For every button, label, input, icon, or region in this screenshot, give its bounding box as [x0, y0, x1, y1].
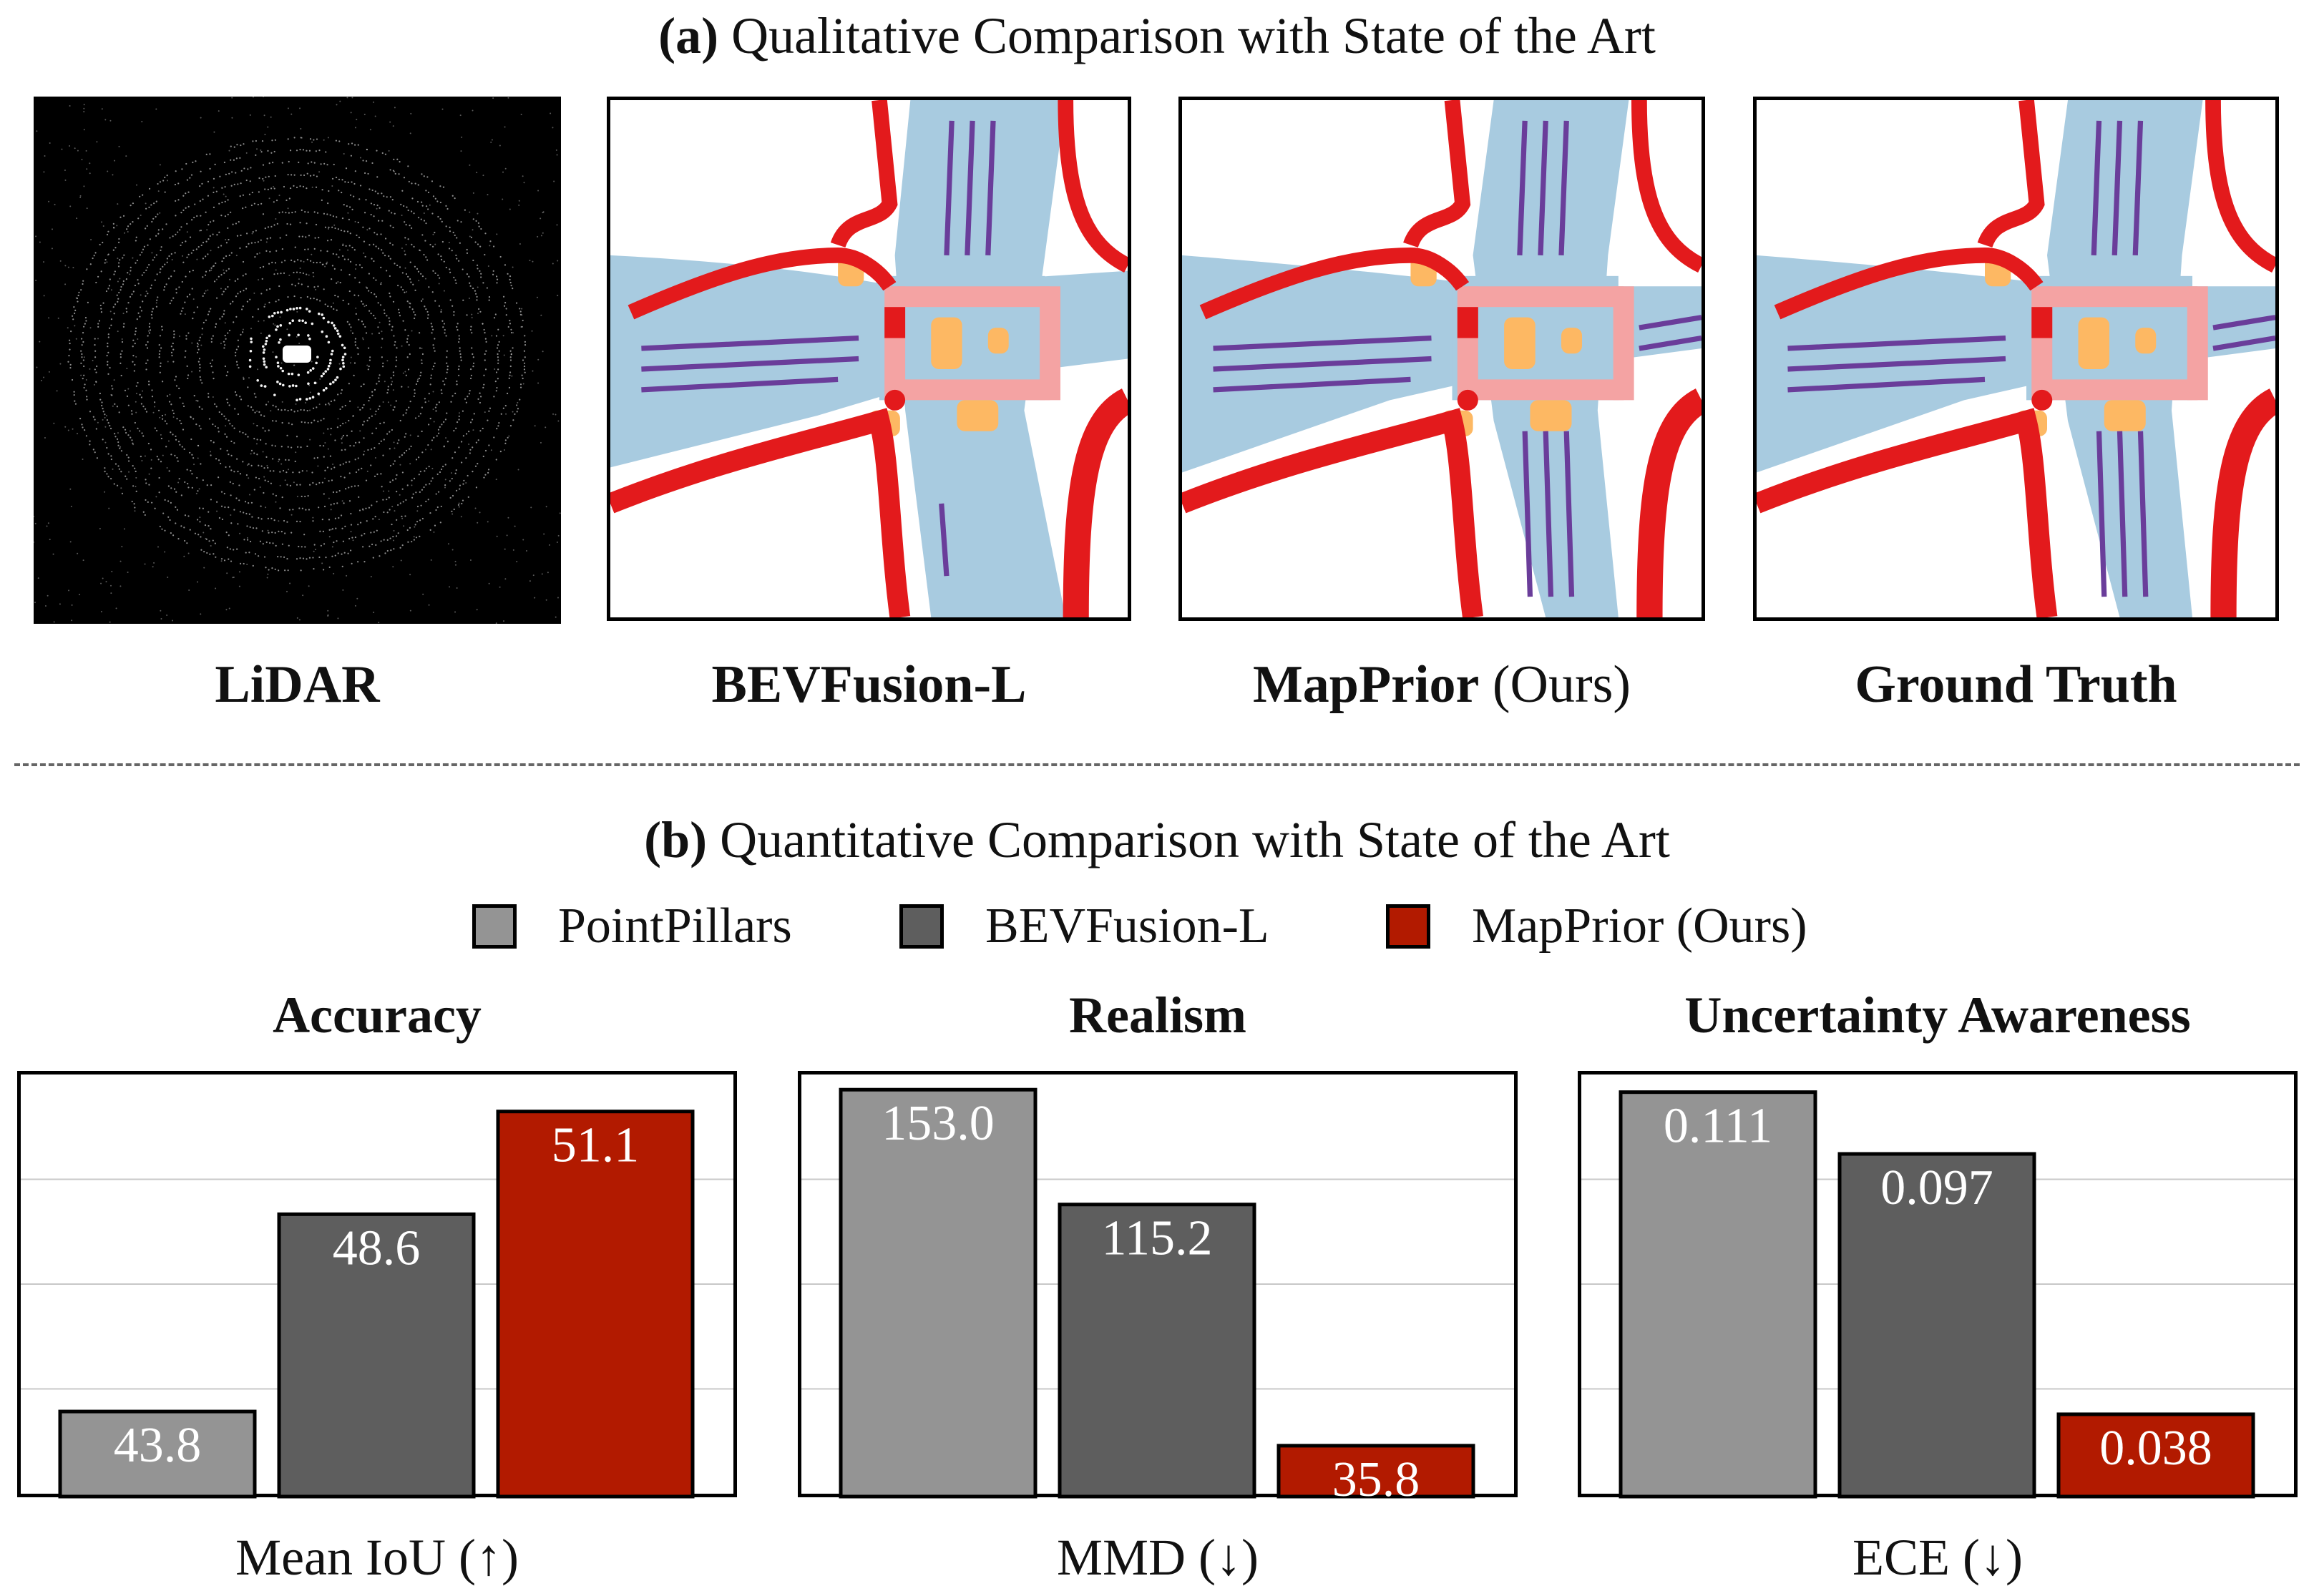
bar-pointpillars: [58, 1409, 257, 1499]
caption-ground-truth: Ground Truth: [1855, 655, 2177, 714]
bar-mapprior-ours: [1276, 1444, 1475, 1499]
bar-value-label: 51.1: [552, 1118, 640, 1173]
bar-value-label: 0.097: [1880, 1160, 1993, 1215]
mapprior-panel: [1178, 97, 1705, 621]
uncertainty-chart-svg: 0.111 0.097 0.038: [1581, 1090, 2294, 1499]
chart-title-accuracy: Accuracy: [273, 987, 482, 1044]
xlabel-realism: MMD (↓): [1057, 1529, 1259, 1586]
accuracy-chart: 43.8 48.6 51.1: [17, 1071, 737, 1499]
bar-value-label: 153.0: [882, 1096, 995, 1151]
ego-vehicle: [283, 346, 311, 363]
legend-item-mapprior: MapPrior (Ours): [1386, 898, 1807, 955]
section-divider: [14, 763, 2300, 766]
legend-swatch-pointpillars: [472, 904, 517, 949]
xlabel-uncertainty: ECE (↓): [1852, 1529, 2023, 1586]
legend-item-pointpillars: PointPillars: [472, 898, 792, 955]
caption-lidar: LiDAR: [215, 655, 380, 714]
section-a-text: Qualitative Comparison with State of the…: [731, 7, 1656, 64]
bar-value-label: 43.8: [114, 1418, 202, 1473]
bevfusion-map: [610, 100, 1128, 617]
legend-swatch-bevfusion: [899, 904, 944, 949]
bar-value-label: 115.2: [1102, 1211, 1213, 1266]
mapprior-map: [1182, 100, 1702, 617]
section-b-label: (b): [644, 811, 708, 868]
lidar-scan: [34, 97, 561, 624]
bar-value-label: 35.8: [1332, 1452, 1420, 1507]
realism-chart: 153.0 115.2 35.8: [798, 1071, 1518, 1507]
section-a-label: (a): [658, 7, 719, 64]
caption-mapprior: MapPrior (Ours): [1252, 655, 1631, 714]
bar-pointpillars: [839, 1087, 1038, 1499]
ground-truth-map: [1757, 100, 2275, 617]
xlabel-accuracy: Mean IoU (↑): [235, 1529, 519, 1586]
bar-pointpillars: [1619, 1090, 1817, 1499]
ground-truth-panel: [1753, 97, 2279, 621]
section-a-title: (a) Qualitative Comparison with State of…: [0, 10, 2314, 62]
bar-mapprior-ours: [496, 1110, 695, 1499]
realism-chart-svg: 153.0 115.2 35.8: [801, 1087, 1514, 1507]
bar-bevfusion-l: [1837, 1152, 2036, 1499]
legend-item-bevfusion: BEVFusion-L: [899, 898, 1269, 955]
uncertainty-chart: 0.111 0.097 0.038: [1578, 1071, 2298, 1499]
bar-value-label: 0.111: [1664, 1099, 1772, 1154]
lidar-panel: [34, 97, 561, 624]
bar-bevfusion-l: [277, 1212, 476, 1499]
section-b-title: (b) Quantitative Comparison with State o…: [0, 814, 2314, 866]
legend-swatch-mapprior: [1386, 904, 1430, 949]
chart-title-realism: Realism: [1069, 987, 1246, 1044]
caption-bevfusion: BEVFusion-L: [711, 655, 1027, 714]
bar-value-label: 0.038: [2099, 1421, 2212, 1476]
section-b-text: Quantitative Comparison with State of th…: [720, 811, 1670, 868]
accuracy-chart-svg: 43.8 48.6 51.1: [21, 1110, 733, 1499]
bevfusion-panel: [607, 97, 1131, 621]
chart-legend: PointPillars BEVFusion-L MapPrior (Ours): [0, 898, 2314, 955]
bar-value-label: 48.6: [333, 1220, 421, 1276]
bar-mapprior-ours: [2056, 1412, 2255, 1499]
bar-bevfusion-l: [1058, 1203, 1256, 1499]
chart-title-uncertainty: Uncertainty Awareness: [1684, 987, 2191, 1044]
